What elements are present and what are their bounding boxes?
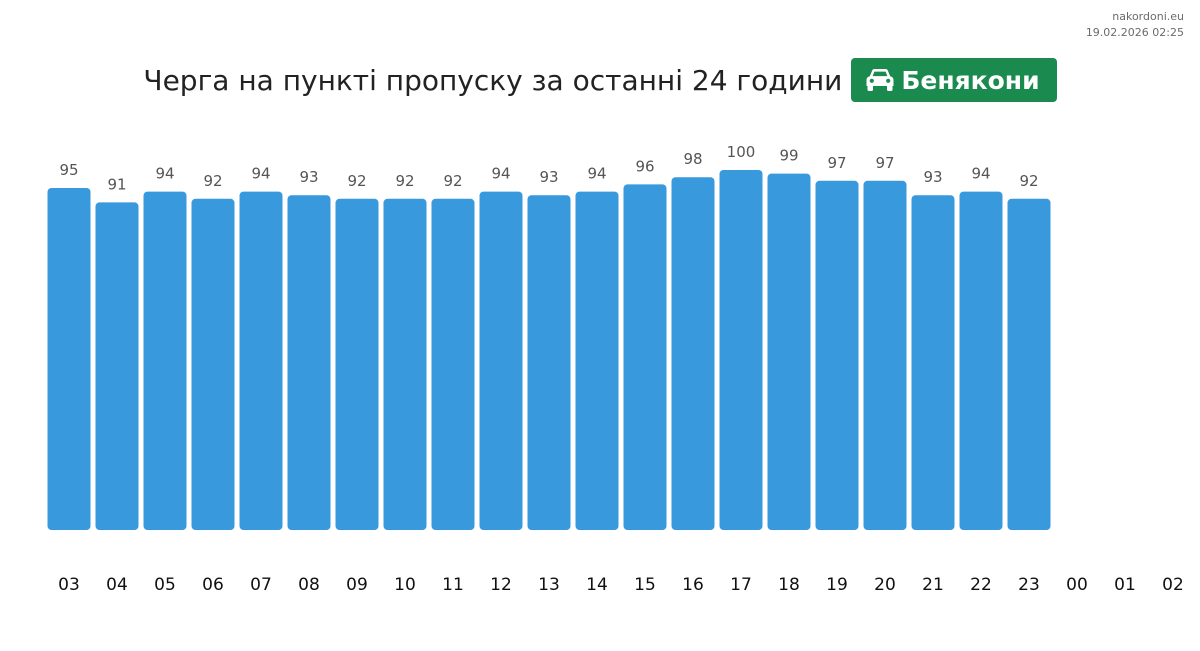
x-tick-label-00: 00 bbox=[1066, 575, 1088, 595]
bar-08 bbox=[287, 195, 331, 530]
badge-label: Бенякони bbox=[901, 65, 1040, 95]
bar-19 bbox=[815, 180, 859, 531]
x-tick-label-01: 01 bbox=[1114, 575, 1136, 595]
value-labels-group: 95 91 94 92 94 93 92 92 92 94 93 94 96 98 100 99 97 97 93 9… bbox=[59, 143, 1038, 193]
bar-05 bbox=[143, 191, 187, 530]
data-label-08: 93 bbox=[299, 168, 318, 186]
bar-06 bbox=[191, 198, 235, 531]
x-tick-label-09: 09 bbox=[346, 575, 368, 595]
bar-10 bbox=[383, 198, 427, 531]
data-label-06: 92 bbox=[203, 172, 222, 190]
data-label-14: 94 bbox=[587, 165, 606, 183]
bar-15 bbox=[623, 184, 667, 530]
data-label-10: 92 bbox=[395, 172, 414, 190]
bar-22 bbox=[959, 191, 1003, 530]
bar-12 bbox=[479, 191, 523, 530]
x-tick-label-17: 17 bbox=[730, 575, 752, 595]
data-label-21: 93 bbox=[923, 168, 942, 186]
x-tick-label-18: 18 bbox=[778, 575, 800, 595]
data-label-12: 94 bbox=[491, 165, 510, 183]
bar-13 bbox=[527, 195, 571, 530]
checkpoint-badge: Бенякони bbox=[851, 58, 1057, 102]
x-tick-label-04: 04 bbox=[106, 575, 128, 595]
x-tick-label-16: 16 bbox=[682, 575, 704, 595]
data-label-22: 94 bbox=[971, 165, 990, 183]
x-tick-label-05: 05 bbox=[154, 575, 176, 595]
bar-18 bbox=[767, 173, 811, 530]
x-tick-label-07: 07 bbox=[250, 575, 272, 595]
bar-17 bbox=[719, 170, 763, 530]
bar-07 bbox=[239, 191, 283, 530]
bar-09 bbox=[335, 198, 379, 531]
x-tick-label-08: 08 bbox=[298, 575, 320, 595]
data-label-05: 94 bbox=[155, 165, 174, 183]
x-tick-label-23: 23 bbox=[1018, 575, 1040, 595]
source-site: nakordoni.eu bbox=[1112, 10, 1184, 23]
data-label-20: 97 bbox=[875, 154, 894, 172]
bar-04 bbox=[95, 202, 139, 530]
bar-23 bbox=[1007, 198, 1051, 531]
x-tick-label-14: 14 bbox=[586, 575, 608, 595]
x-tick-label-12: 12 bbox=[490, 575, 512, 595]
data-label-15: 96 bbox=[635, 157, 654, 175]
bar-14 bbox=[575, 191, 619, 530]
data-label-13: 93 bbox=[539, 168, 558, 186]
data-label-03: 95 bbox=[59, 161, 78, 179]
data-label-04: 91 bbox=[107, 175, 126, 193]
chart-title: Черга на пункті пропуску за останні 24 г… bbox=[143, 63, 843, 97]
x-tick-label-13: 13 bbox=[538, 575, 560, 595]
x-tick-label-06: 06 bbox=[202, 575, 224, 595]
data-label-09: 92 bbox=[347, 172, 366, 190]
data-label-17: 100 bbox=[727, 143, 756, 161]
bar-11 bbox=[431, 198, 475, 531]
x-tick-label-15: 15 bbox=[634, 575, 656, 595]
bar-20 bbox=[863, 180, 907, 531]
bar-03 bbox=[47, 188, 91, 530]
x-tick-label-10: 10 bbox=[394, 575, 416, 595]
x-tick-label-19: 19 bbox=[826, 575, 848, 595]
category-labels-group: 03 04 05 06 07 08 09 10 11 12 13 14 15 16 17 18 19 20 21 22… bbox=[58, 575, 1184, 595]
data-label-18: 99 bbox=[779, 147, 798, 165]
x-tick-label-02: 02 bbox=[1162, 575, 1184, 595]
source-info: nakordoni.eu 19.02.2026 02:25 bbox=[1086, 9, 1184, 41]
x-tick-label-20: 20 bbox=[874, 575, 896, 595]
bar-16 bbox=[671, 177, 715, 530]
data-label-11: 92 bbox=[443, 172, 462, 190]
x-tick-label-22: 22 bbox=[970, 575, 992, 595]
x-tick-label-03: 03 bbox=[58, 575, 80, 595]
x-tick-label-21: 21 bbox=[922, 575, 944, 595]
bar-21 bbox=[911, 195, 955, 530]
data-label-23: 92 bbox=[1019, 172, 1038, 190]
x-tick-label-11: 11 bbox=[442, 575, 464, 595]
data-label-16: 98 bbox=[683, 150, 702, 168]
data-label-07: 94 bbox=[251, 165, 270, 183]
chart-header: Черга на пункті пропуску за останні 24 г… bbox=[0, 58, 1200, 102]
car-icon bbox=[866, 69, 894, 91]
data-label-19: 97 bbox=[827, 154, 846, 172]
bars-group bbox=[47, 170, 1051, 531]
source-timestamp: 19.02.2026 02:25 bbox=[1085, 26, 1184, 39]
